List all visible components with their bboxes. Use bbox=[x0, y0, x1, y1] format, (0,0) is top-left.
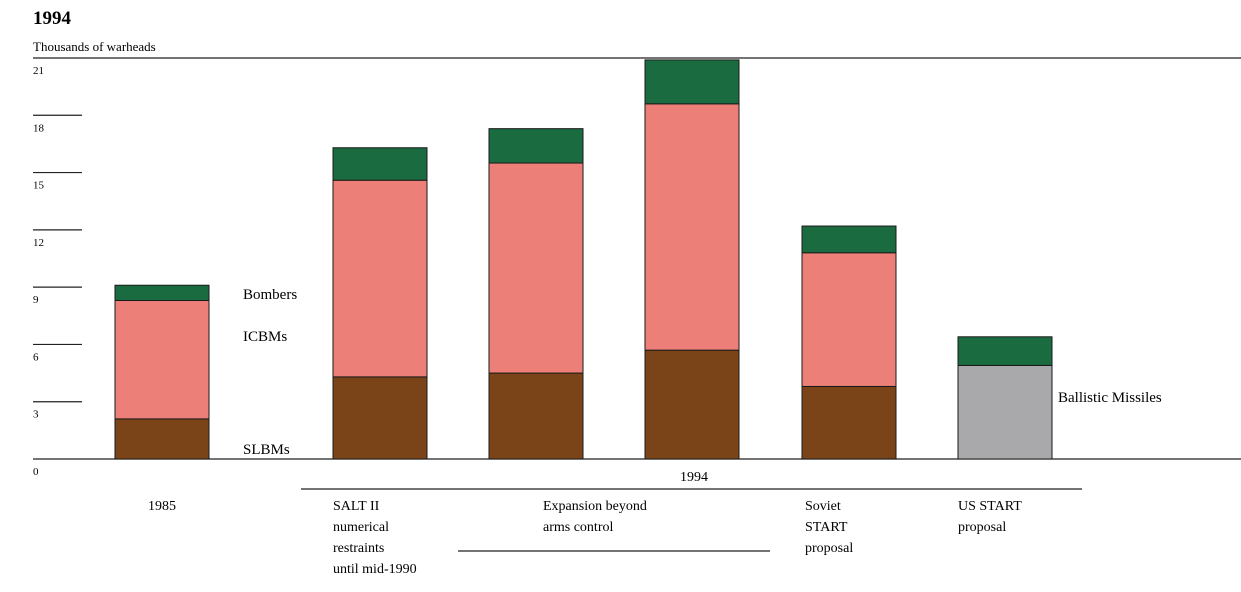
annotations: SLBMs ICBMs Bombers Ballistic Missiles bbox=[243, 287, 1162, 458]
bar-segment bbox=[332, 147, 428, 181]
category-label: proposal bbox=[958, 520, 1006, 535]
y-tick-label: 12 bbox=[33, 237, 44, 249]
category-label: Expansion beyond bbox=[543, 499, 647, 514]
y-tick-label: 15 bbox=[33, 180, 45, 192]
category-label: US START bbox=[958, 499, 1022, 514]
chart-title: 1994 bbox=[33, 8, 72, 29]
bar-segment bbox=[801, 385, 897, 460]
group-label: 1994 bbox=[680, 470, 708, 485]
category-label: SALT II bbox=[333, 499, 380, 514]
category-label: until mid-1990 bbox=[333, 562, 417, 577]
y-tick-label: 6 bbox=[33, 351, 39, 363]
series-label: ICBMs bbox=[243, 329, 287, 345]
category-label: 1985 bbox=[148, 499, 176, 514]
bar-segment bbox=[488, 162, 584, 374]
series-label: Bombers bbox=[243, 287, 297, 303]
bar-segment bbox=[644, 349, 740, 460]
y-axis-label: Thousands of warheads bbox=[33, 39, 156, 54]
category-label: restraints bbox=[333, 541, 384, 556]
bar-segment bbox=[114, 284, 210, 302]
bar-segment bbox=[644, 103, 740, 351]
bar-segment bbox=[114, 300, 210, 420]
bar-segment bbox=[644, 59, 740, 105]
y-axis-ticks: 0 3 6 9 12 15 18 21 bbox=[33, 57, 1241, 478]
y-tick-label: 18 bbox=[33, 122, 45, 134]
bar-segment bbox=[801, 252, 897, 387]
bar-segment bbox=[332, 179, 428, 378]
y-tick-label: 0 bbox=[33, 466, 39, 478]
category-label: Soviet bbox=[805, 499, 841, 514]
y-tick-label: 9 bbox=[33, 294, 39, 306]
bar-segment bbox=[488, 128, 584, 164]
series-label: Ballistic Missiles bbox=[1058, 390, 1162, 406]
y-tick-label: 3 bbox=[33, 409, 39, 421]
bar-segment bbox=[114, 418, 210, 460]
bars bbox=[114, 59, 1053, 460]
category-label: proposal bbox=[805, 541, 853, 556]
bar-segment bbox=[801, 225, 897, 254]
y-tick-label: 21 bbox=[33, 65, 44, 77]
category-label: arms control bbox=[543, 520, 613, 535]
bar-segment bbox=[488, 372, 584, 460]
category-label: START bbox=[805, 520, 848, 535]
bar-segment bbox=[957, 364, 1053, 460]
series-label: SLBMs bbox=[243, 442, 290, 458]
bar-segment bbox=[957, 336, 1053, 366]
category-labels: 1985 SALT II numerical restraints until mid-… bbox=[148, 470, 1082, 577]
bar-segment bbox=[332, 376, 428, 460]
category-label: numerical bbox=[333, 520, 389, 535]
